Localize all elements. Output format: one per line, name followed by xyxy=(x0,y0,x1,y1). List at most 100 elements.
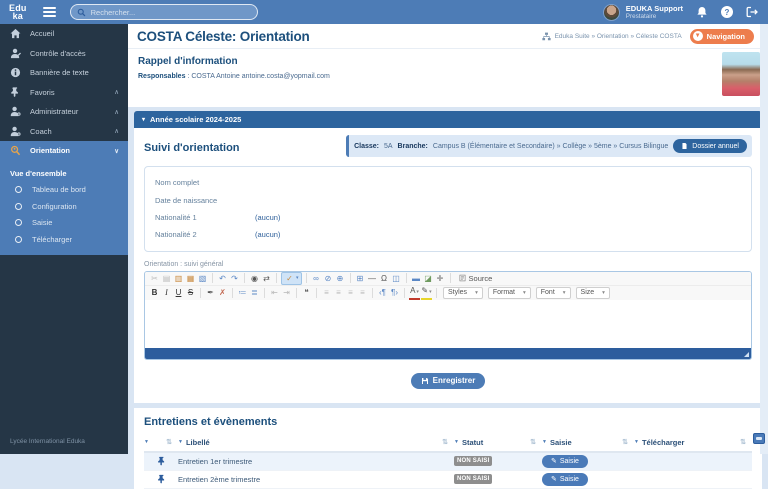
logout-icon[interactable] xyxy=(746,6,758,18)
sidebar-item-accueil[interactable]: Accueil xyxy=(0,24,128,44)
dossier-annuel-label: Dossier annuel xyxy=(692,143,739,150)
indent-icon[interactable]: ⇥ xyxy=(281,287,292,298)
styles-dropdown[interactable]: Styles xyxy=(443,287,483,299)
bold-icon[interactable]: B xyxy=(149,287,160,298)
help-icon[interactable]: ? xyxy=(721,6,733,18)
sort-icon[interactable]: ⇅ xyxy=(622,438,628,446)
remove-format-icon[interactable]: ✗ xyxy=(217,287,228,298)
sidebar-item-banniere-texte[interactable]: Bannière de texte xyxy=(0,63,128,83)
table-row[interactable]: Entretien 2ème trimestre NON SAISI ✎ Sai… xyxy=(144,471,752,489)
user-menu[interactable]: EDUKA Support Prestataire xyxy=(603,4,683,21)
sidebar-item-controle-acces[interactable]: Contrôle d'accès xyxy=(0,44,128,64)
spellcheck-dropdown[interactable]: ✓ xyxy=(281,272,302,285)
toolbar-separator xyxy=(350,273,351,283)
saisie-button[interactable]: ✎ Saisie xyxy=(542,455,588,468)
search-input[interactable]: Rechercher... xyxy=(70,4,258,20)
outdent-icon[interactable]: ⇤ xyxy=(269,287,280,298)
submenu-item-saisie[interactable]: Saisie xyxy=(0,215,128,232)
blockquote-icon[interactable]: ❝ xyxy=(301,287,312,298)
sidebar-item-orientation[interactable]: Orientation ∨ xyxy=(0,141,128,161)
sort-icon[interactable]: ⇅ xyxy=(530,438,536,446)
menu-icon[interactable] xyxy=(43,4,56,19)
sidebar-item-label: Favoris xyxy=(30,88,55,97)
toolbar-separator xyxy=(404,288,405,298)
class-info-bar: Classe: 5A Branche: Campus B (Élémentair… xyxy=(346,135,752,157)
background-color-icon[interactable]: ✎ xyxy=(421,285,432,300)
column-header-statut[interactable]: Statut xyxy=(462,438,483,447)
page-scrollbar[interactable] xyxy=(760,24,768,454)
toolbar-separator xyxy=(316,288,317,298)
sidebar-item-coach[interactable]: Coach ∧ xyxy=(0,122,128,142)
paste-icon[interactable]: ▥ xyxy=(173,273,184,284)
paste-from-word-icon[interactable]: ▧ xyxy=(197,273,208,284)
sort-icon[interactable]: ⇅ xyxy=(740,438,746,446)
copy-formatting-icon[interactable]: ✒ xyxy=(205,287,216,298)
page-break-icon[interactable]: ▬ xyxy=(411,273,422,284)
size-dropdown[interactable]: Size xyxy=(576,287,610,299)
table-icon[interactable]: ⊞ xyxy=(355,273,366,284)
unordered-list-icon[interactable]: ≣ xyxy=(249,287,260,298)
editor-footer-resize-bar[interactable] xyxy=(145,348,751,359)
sidebar-item-favoris[interactable]: Favoris ∧ xyxy=(0,83,128,103)
filter-funnel-icon[interactable]: ▼ xyxy=(542,439,547,445)
text-direction-ltr-icon[interactable]: ‹¶ xyxy=(377,287,388,298)
field-label: Date de naissance xyxy=(155,196,255,205)
align-justify-icon[interactable]: ≡ xyxy=(357,287,368,298)
sidebar-item-administrateur[interactable]: Administrateur ∧ xyxy=(0,102,128,122)
source-button[interactable]: Source xyxy=(459,274,493,283)
align-left-icon[interactable]: ≡ xyxy=(321,287,332,298)
replace-icon[interactable]: ⇄ xyxy=(261,273,272,284)
submenu-item-telecharger[interactable]: Télécharger xyxy=(0,231,128,248)
eduka-logo[interactable]: Edu ka xyxy=(9,4,27,21)
school-year-collapse-bar[interactable]: ▾ Année scolaire 2024-2025 xyxy=(134,111,762,128)
filter-funnel-icon[interactable]: ▼ xyxy=(178,439,183,445)
underline-icon[interactable]: U xyxy=(173,287,184,298)
iframe-icon[interactable]: ◫ xyxy=(391,273,402,284)
ordered-list-icon[interactable]: ≔ xyxy=(237,287,248,298)
editor-text-area[interactable] xyxy=(145,300,751,348)
filter-funnel-icon[interactable]: ▼ xyxy=(144,439,149,445)
horizontal-rule-icon[interactable]: ― xyxy=(367,273,378,284)
copy-icon[interactable]: ▤ xyxy=(161,273,172,284)
find-icon[interactable]: ◉ xyxy=(249,273,260,284)
filter-funnel-icon[interactable]: ▼ xyxy=(454,439,459,445)
strikethrough-icon[interactable]: S xyxy=(185,287,196,298)
font-dropdown[interactable]: Font xyxy=(536,287,571,299)
text-color-icon[interactable]: A xyxy=(409,285,420,300)
undo-icon[interactable]: ↶ xyxy=(217,273,228,284)
submenu-item-tableau-de-bord[interactable]: Tableau de bord xyxy=(0,182,128,199)
dossier-annuel-button[interactable]: Dossier annuel xyxy=(673,139,747,153)
logo-line2: ka xyxy=(9,12,27,21)
notifications-bell-icon[interactable] xyxy=(696,6,708,18)
saisie-button[interactable]: ✎ Saisie xyxy=(542,473,588,486)
anchor-icon[interactable]: ⊕ xyxy=(335,273,346,284)
text-direction-rtl-icon[interactable]: ¶› xyxy=(389,287,400,298)
floating-widget-button[interactable] xyxy=(753,433,765,444)
responsables-separator: : xyxy=(185,73,189,80)
align-right-icon[interactable]: ≡ xyxy=(345,287,356,298)
sort-icon[interactable]: ⇅ xyxy=(166,438,172,446)
toolbar-separator xyxy=(306,273,307,283)
link-icon[interactable]: ∞ xyxy=(311,273,322,284)
column-header-telecharger[interactable]: Télécharger xyxy=(642,438,685,447)
column-header-saisie[interactable]: Saisie xyxy=(550,438,572,447)
paste-plain-text-icon[interactable]: ▦ xyxy=(185,273,196,284)
toolbar-separator xyxy=(232,288,233,298)
maximize-icon[interactable]: ✛ xyxy=(435,273,446,284)
redo-icon[interactable]: ↷ xyxy=(229,273,240,284)
sort-icon[interactable]: ⇅ xyxy=(442,438,448,446)
breadcrumb[interactable]: Eduka Suite » Orientation » Céleste COST… xyxy=(542,32,682,41)
align-center-icon[interactable]: ≡ xyxy=(333,287,344,298)
column-header-libelle[interactable]: Libellé xyxy=(186,438,210,447)
unlink-icon[interactable]: ⊘ xyxy=(323,273,334,284)
italic-icon[interactable]: I xyxy=(161,287,172,298)
submenu-item-configuration[interactable]: Configuration xyxy=(0,198,128,215)
filter-funnel-icon[interactable]: ▼ xyxy=(634,439,639,445)
special-char-icon[interactable]: Ω xyxy=(379,273,390,284)
cut-icon[interactable]: ✂ xyxy=(149,273,160,284)
table-row[interactable]: Entretien 1er trimestre NON SAISI ✎ Sais… xyxy=(144,453,752,471)
save-button[interactable]: Enregistrer xyxy=(411,373,486,389)
format-dropdown[interactable]: Format xyxy=(488,287,531,299)
image-icon[interactable]: ◪ xyxy=(423,273,434,284)
navigation-button[interactable]: ▾ Navigation xyxy=(690,29,754,44)
